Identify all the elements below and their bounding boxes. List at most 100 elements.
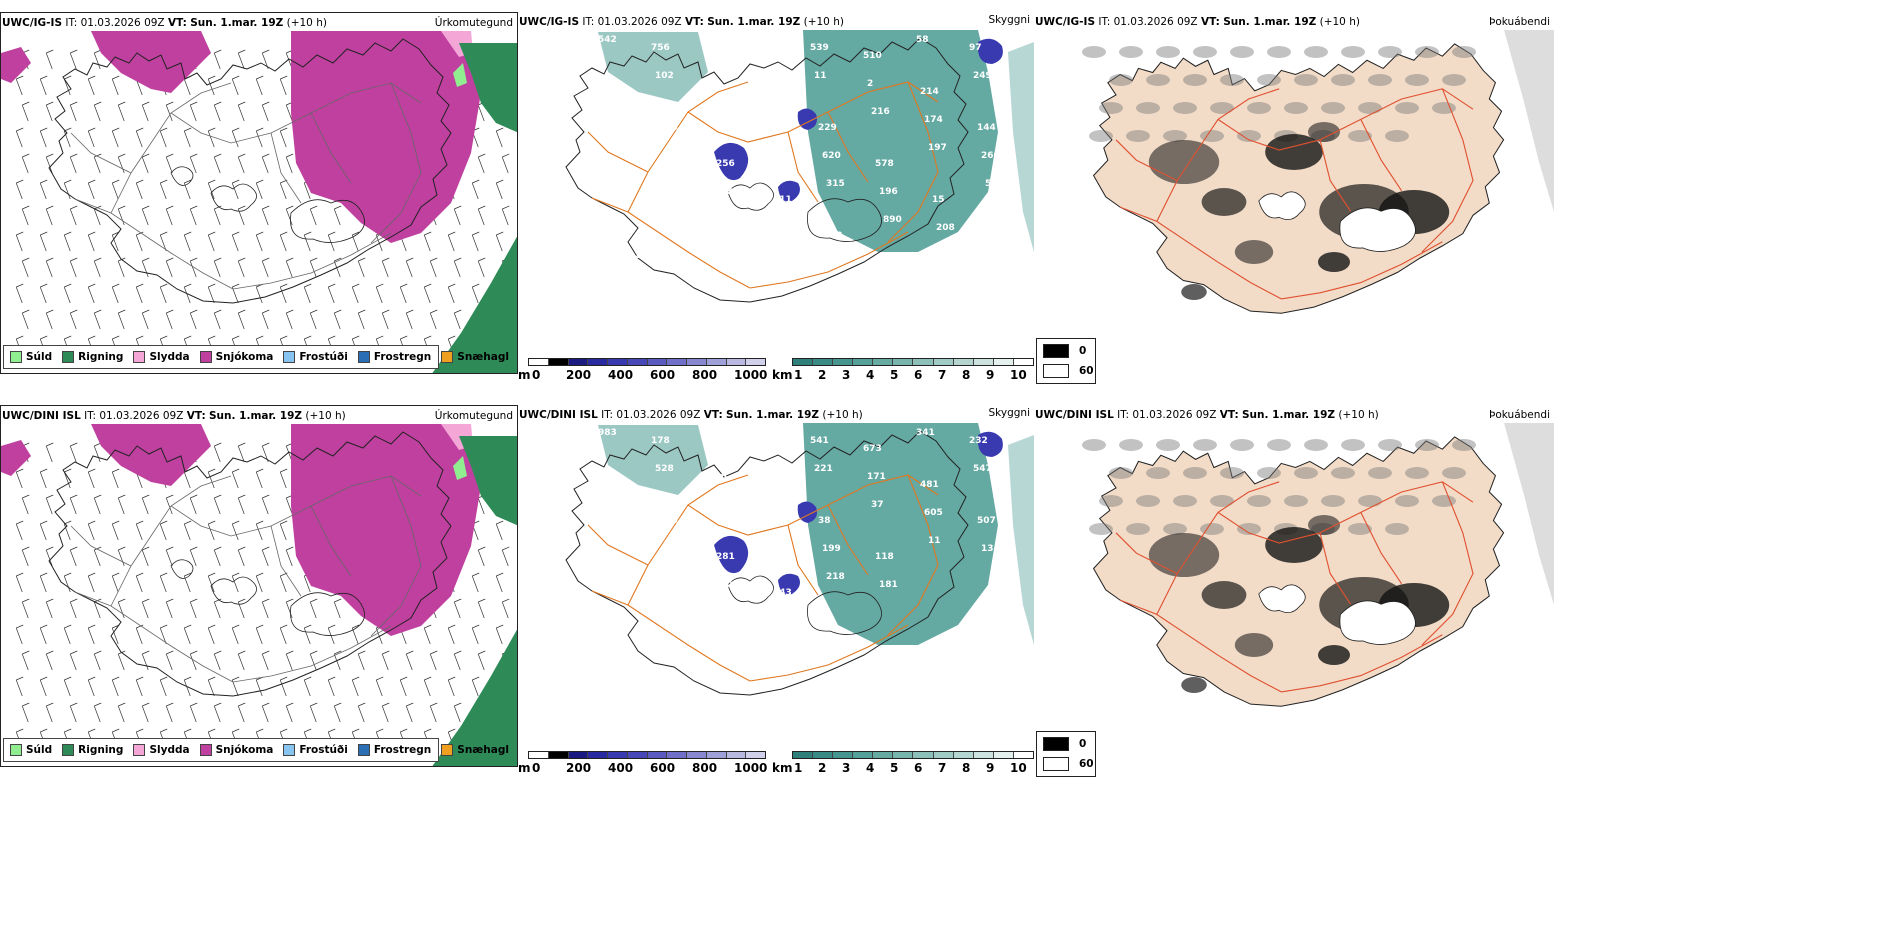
colorbar-bin <box>568 752 589 758</box>
colorbar-tick: 800 <box>692 761 718 775</box>
cloud-base-value: 510 <box>863 51 882 61</box>
terrain-shading <box>1442 467 1466 479</box>
terrain-shading <box>1109 74 1133 86</box>
snow-area-east <box>291 424 481 636</box>
model-name: UWC/DINI ISL <box>1035 409 1114 421</box>
cloud-base-value: 249 <box>973 71 992 81</box>
terrain-shading <box>1183 467 1207 479</box>
legend-swatch <box>441 744 454 756</box>
panel-variable: Þokuábendi <box>1489 16 1550 28</box>
terrain-shading <box>1284 102 1308 114</box>
cloud-base-value: 539 <box>810 43 829 53</box>
precip-type-map: UWC/IG-IS IT: 01.03.2026 09Z VT: Sun. 1.… <box>0 12 518 374</box>
rain-area-southeast <box>432 236 517 373</box>
cloud-base-value: 229 <box>818 123 837 133</box>
precip-legend: Súld Rigning Slydda Snjókoma Frostúði Fr… <box>3 345 509 369</box>
terrain-shading <box>1294 467 1318 479</box>
lead-time: (+10 h) <box>822 409 863 421</box>
colorbar-bin <box>627 752 648 758</box>
vt-label: VT: <box>186 410 206 422</box>
colorbar-bin <box>973 752 994 758</box>
terrain-shading <box>1173 102 1197 114</box>
colorbar-tick: 1000 <box>734 368 768 382</box>
colorbar-tick: 10 <box>1010 761 1027 775</box>
vt-label: VT: <box>1219 409 1239 421</box>
terrain-shading <box>1146 74 1170 86</box>
legend-label: Frostúði <box>299 744 348 756</box>
fog-signal-blob <box>1201 581 1247 609</box>
colorbar-bin <box>793 359 814 365</box>
legend-item-6: Snæhagl <box>441 351 509 363</box>
rain-area-east <box>459 43 517 133</box>
terrain-shading <box>1341 439 1365 451</box>
cloud-base-value: 507 <box>977 516 996 526</box>
panel-variable: Úrkomutegund <box>434 410 513 422</box>
visibility-area-east <box>803 423 998 645</box>
cloud-base-value: 756 <box>757 428 776 438</box>
vt-value: Sun. 1.mar. 19Z <box>190 17 284 29</box>
vt-value: Sun. 1.mar. 19Z <box>726 409 820 421</box>
cloud-base-value: 199 <box>822 544 841 554</box>
cloud-base-value: 194 <box>765 115 784 125</box>
terrain-shading <box>1119 46 1143 58</box>
low-cloud-patch <box>778 573 800 595</box>
colorbar-bin <box>706 752 727 758</box>
colorbar-tick: 1 <box>794 368 803 382</box>
it-label: IT: <box>601 409 614 421</box>
terrain-shading <box>1136 495 1160 507</box>
snow-area-east <box>291 31 481 243</box>
terrain-shading <box>1193 439 1217 451</box>
cloud-base-value: 111 <box>773 195 792 205</box>
it-value: 01.03.2026 09Z <box>616 409 701 421</box>
colorbar-bin <box>548 752 569 758</box>
snow-area-north <box>91 424 211 486</box>
fog-high-label: 0 <box>1079 345 1087 357</box>
fog-signal-blob <box>1181 677 1207 693</box>
cloud-base-value: 341 <box>916 428 935 438</box>
colorbar-bin <box>793 752 814 758</box>
colorbar-bin <box>953 359 974 365</box>
cloud-base-value: 524 <box>610 536 629 546</box>
cloud-base-value: 890 <box>883 215 902 225</box>
colorbar-tick: 5 <box>890 368 899 382</box>
terrain-shading <box>1321 495 1345 507</box>
legend-swatch <box>357 744 370 756</box>
model-name: UWC/DINI ISL <box>2 410 81 422</box>
cloud-map-canvas: 983 178 54 756 541 673 341 232 251 528 246 380 221 17… <box>565 423 1034 696</box>
precip-map-canvas <box>1 424 517 766</box>
terrain-shading <box>1200 523 1224 535</box>
cloud-base-value: 97 <box>969 43 982 53</box>
fog-high-label: 0 <box>1079 738 1087 750</box>
colorbar-bin <box>993 752 1014 758</box>
fog-swatch-low <box>1043 757 1069 771</box>
panel-variable: Skyggni <box>988 14 1031 26</box>
cloud-base-value: 48 <box>618 223 631 233</box>
panel-variable: Skyggni <box>988 407 1031 419</box>
it-label: IT: <box>1117 409 1130 421</box>
colorbar-bin <box>746 359 765 365</box>
cloud-base-value: 220 <box>989 231 1008 241</box>
vt-value: Sun. 1.mar. 19Z <box>707 16 801 28</box>
colorbar-bin <box>588 752 608 758</box>
cloud-base-value: 756 <box>651 43 670 53</box>
fog-low-label: 60 <box>1079 758 1094 770</box>
lead-time: (+10 h) <box>1319 16 1360 28</box>
cloud-base-value: 13 <box>708 79 721 89</box>
terrain-shading <box>1432 495 1456 507</box>
colorbar-bin <box>608 752 628 758</box>
legend-item-2: Slydda <box>133 744 190 756</box>
colorbar-bin <box>933 359 954 365</box>
colorbar-tick: 0 <box>532 761 541 775</box>
legend-label: Frostúði <box>299 351 348 363</box>
fog-swatch-low <box>1043 364 1069 378</box>
terrain-shading <box>1183 74 1207 86</box>
colorbar-bin <box>627 359 648 365</box>
terrain-shading <box>1156 46 1180 58</box>
colorbar-tick: 7 <box>938 761 947 775</box>
colorbar-tick: 1000 <box>734 761 768 775</box>
drizzle-area <box>453 63 467 87</box>
colorbar-bin <box>1013 752 1033 758</box>
terrain-shading <box>1136 102 1160 114</box>
cloud-base-colorbar: m 0 200 400 600 800 1000 <box>518 358 768 382</box>
colorbar-bin <box>548 359 569 365</box>
